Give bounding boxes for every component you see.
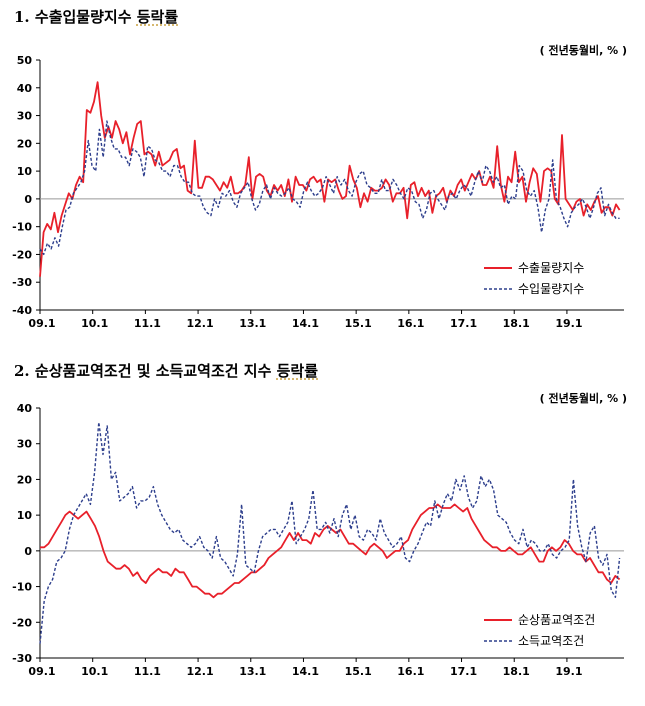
chart2-x-tick-label: 13.1 bbox=[239, 665, 266, 678]
chart2-y-tick-label: -20 bbox=[12, 616, 32, 629]
chart2-x-tick-label: 16.1 bbox=[397, 665, 424, 678]
chart1-title-main: 수출입물량지수 bbox=[34, 8, 137, 26]
chart1-y-tick-label: 50 bbox=[17, 54, 33, 67]
chart1-x-tick-label: 14.1 bbox=[292, 317, 319, 330]
chart2-title-main: 순상품교역조건 및 소득교역조건 지수 bbox=[34, 362, 277, 380]
chart1-x-tick-label: 11.1 bbox=[134, 317, 161, 330]
chart2-x-tick-label: 14.1 bbox=[292, 665, 319, 678]
chart2-y-tick-label: 20 bbox=[17, 473, 33, 486]
chart1-x-tick-label: 16.1 bbox=[397, 317, 424, 330]
chart2-x-tick-label: 18.1 bbox=[503, 665, 530, 678]
chart2-title-underlined: 등락률 bbox=[276, 362, 319, 380]
chart2-x-tick-label: 19.1 bbox=[555, 665, 582, 678]
chart2-y-tick-label: 0 bbox=[24, 545, 32, 558]
chart1-legend-label-1: 수출물량지수 bbox=[518, 261, 584, 275]
chart1-y-tick-label: 30 bbox=[17, 110, 33, 123]
chart1-x-tick-label: 12.1 bbox=[187, 317, 214, 330]
chart1-x-tick-label: 18.1 bbox=[503, 317, 530, 330]
chart2-x-tick-label: 15.1 bbox=[345, 665, 372, 678]
chart2-legend-label-2: 소득교역조건 bbox=[518, 634, 584, 648]
chart1-legend-label-2: 수입물량지수 bbox=[518, 282, 584, 296]
chart1-x-tick-label: 10.1 bbox=[81, 317, 108, 330]
chart2-title: 2. 순상품교역조건 및 소득교역조건 지수 등락률 bbox=[14, 360, 318, 381]
chart1-y-tick-label: 20 bbox=[17, 137, 33, 150]
chart2-unit: ( 전년동월비, % ) bbox=[539, 392, 627, 405]
chart1-series-1-line bbox=[39, 81, 621, 277]
chart1-y-tick-label: 0 bbox=[24, 193, 32, 206]
chart2-y-tick-label: 10 bbox=[17, 509, 33, 522]
chart2-x-tick-label: 17.1 bbox=[450, 665, 477, 678]
chart2-y-tick-label: 30 bbox=[17, 438, 33, 451]
chart2-x-tick-label: 11.1 bbox=[134, 665, 161, 678]
chart1-y-tick-label: -10 bbox=[12, 221, 32, 234]
chart2-y-tick-label: -30 bbox=[12, 652, 32, 665]
chart1-y-tick-label: -40 bbox=[12, 304, 32, 317]
chart2-series-1-line bbox=[40, 503, 621, 599]
chart2-number: 2. bbox=[14, 362, 30, 380]
chart1-x-tick-label: 15.1 bbox=[345, 317, 372, 330]
chart2-x-tick-label: 10.1 bbox=[81, 665, 108, 678]
chart1-title-underlined: 등락률 bbox=[136, 8, 179, 26]
chart2-legend-label-1: 순상품교역조건 bbox=[518, 613, 595, 627]
chart1-series-2-line bbox=[39, 120, 620, 256]
chart2-x-tick-label: 12.1 bbox=[187, 665, 214, 678]
chart1-x-tick-label: 09.1 bbox=[28, 317, 55, 330]
chart2-series-2-line bbox=[39, 421, 621, 644]
chart1-title: 1. 수출입물량지수 등락률 bbox=[14, 6, 178, 27]
chart1-plot: -40 -30 -20 -10 0 10 20 30 40 50 09.1 10.1 11.1 12.1 1… bbox=[12, 54, 624, 330]
chart2-y-tick-label: 40 bbox=[17, 402, 33, 415]
chart1-y-tick-label: -30 bbox=[12, 276, 32, 289]
chart2-y-tick-label: -10 bbox=[12, 581, 32, 594]
chart1-x-tick-label: 17.1 bbox=[450, 317, 477, 330]
chart1-y-tick-label: 10 bbox=[17, 165, 33, 178]
chart1-y-tick-label: 40 bbox=[17, 82, 33, 95]
chart1-unit: ( 전년동월비, % ) bbox=[539, 44, 627, 57]
chart1-number: 1. bbox=[14, 8, 30, 26]
chart2-x-tick-label: 09.1 bbox=[28, 665, 55, 678]
chart1-x-tick-label: 19.1 bbox=[555, 317, 582, 330]
chart1-y-tick-label: -20 bbox=[12, 248, 32, 261]
chart1-x-tick-label: 13.1 bbox=[239, 317, 266, 330]
